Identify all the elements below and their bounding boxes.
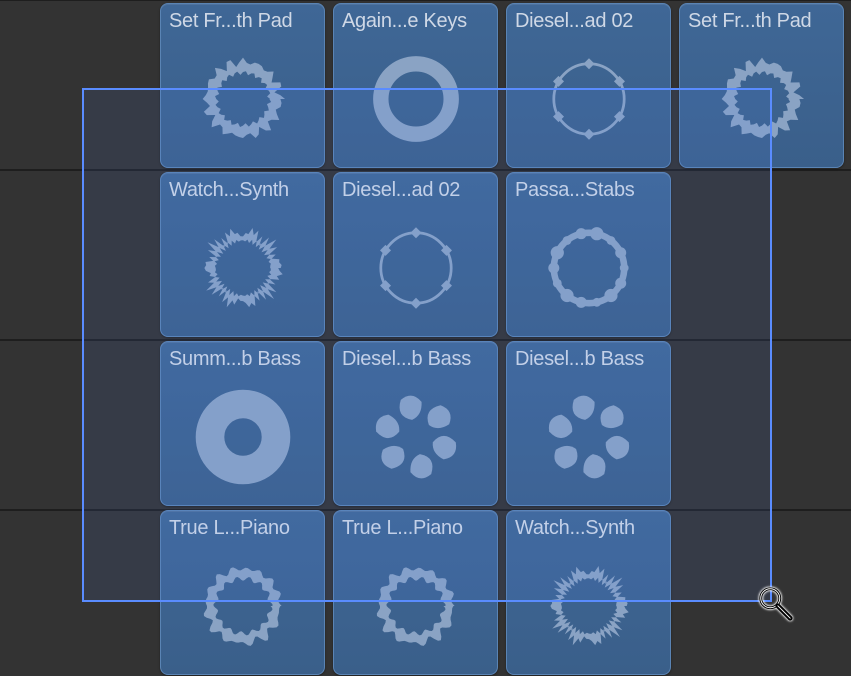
loop-cell[interactable]: True L...Piano [333,510,498,675]
waveform-ring-icon [361,44,471,154]
waveform-ring-icon [361,382,471,492]
cell-grid: Set Fr...th Pad Again...e Keys Diesel...ad… [160,3,851,675]
waveform-ring-icon [188,382,298,492]
zoom-cursor-icon [756,584,794,622]
loop-cell-label: Diesel...b Bass [507,342,670,371]
loop-cell-label: Diesel...b Bass [334,342,497,371]
loop-cell-label: Diesel...ad 02 [507,4,670,33]
loop-cell-label: Set Fr...th Pad [680,4,843,33]
loop-cell[interactable]: True L...Piano [160,510,325,675]
loop-cell-label: Watch...Synth [161,173,324,202]
waveform-ring-icon [361,213,471,323]
loop-cell[interactable]: Diesel...ad 02 [333,172,498,337]
waveform-ring-icon [534,551,644,661]
loop-cell[interactable]: Diesel...ad 02 [506,3,671,168]
loop-cell-label: Passa...Stabs [507,173,670,202]
waveform-ring-icon [361,551,471,661]
waveform-ring-icon [534,213,644,323]
loop-cell[interactable]: Set Fr...th Pad [160,3,325,168]
loop-cell[interactable]: Passa...Stabs [506,172,671,337]
waveform-ring-icon [188,213,298,323]
waveform-ring-icon [534,382,644,492]
loop-cell[interactable]: Diesel...b Bass [506,341,671,506]
loop-cell-label: Watch...Synth [507,511,670,540]
loop-cell[interactable]: Diesel...b Bass [333,341,498,506]
loop-cell[interactable]: Watch...Synth [160,172,325,337]
loop-cell[interactable]: Summ...b Bass [160,341,325,506]
waveform-ring-icon [188,44,298,154]
waveform-ring-icon [188,551,298,661]
loop-cell-label: True L...Piano [334,511,497,540]
loop-cell-label: True L...Piano [161,511,324,540]
loop-cell[interactable]: Set Fr...th Pad [679,3,844,168]
loop-cell-label: Diesel...ad 02 [334,173,497,202]
waveform-ring-icon [707,44,817,154]
loop-cell-label: Set Fr...th Pad [161,4,324,33]
loop-cell[interactable]: Again...e Keys [333,3,498,168]
loop-cell-label: Summ...b Bass [161,342,324,371]
loop-cell-label: Again...e Keys [334,4,497,33]
waveform-ring-icon [534,44,644,154]
loop-cell[interactable]: Watch...Synth [506,510,671,675]
